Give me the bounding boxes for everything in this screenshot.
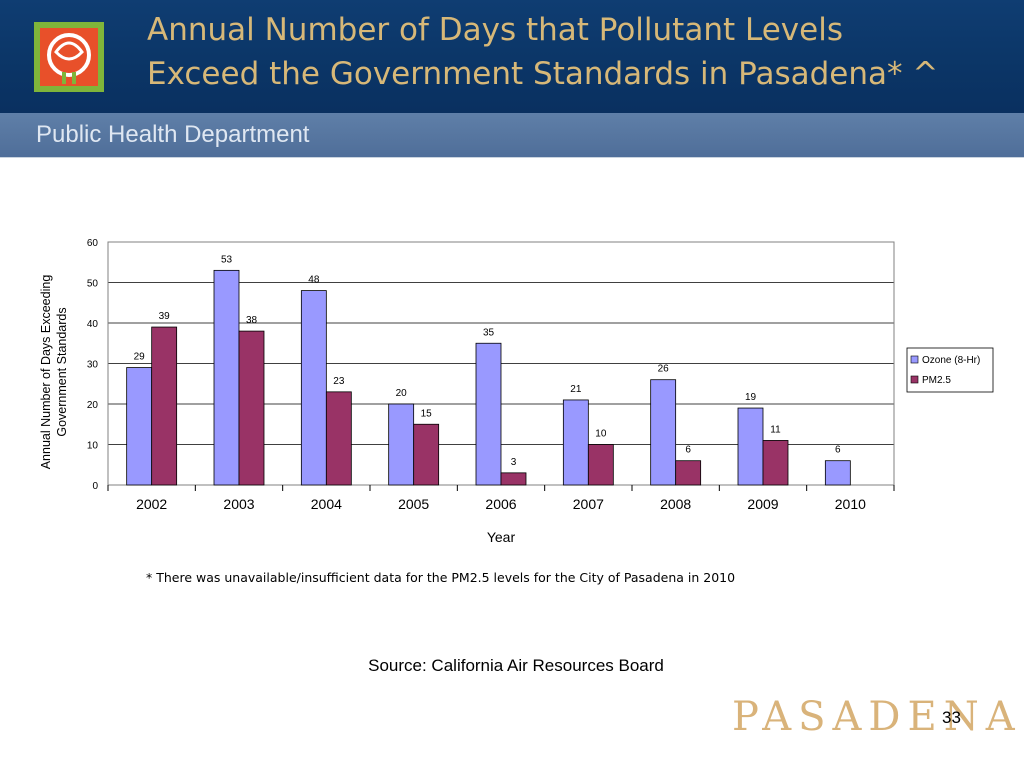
ozone-bar (126, 367, 153, 486)
title-line-1: Annual Number of Days that Pollutant Lev… (147, 12, 843, 48)
pm25-bar (675, 460, 702, 486)
data-label: 19 (745, 392, 757, 403)
ozone-bar (213, 269, 240, 486)
legend-swatch (910, 375, 919, 384)
data-label: 15 (421, 408, 433, 419)
x-tick-label: 2004 (311, 496, 342, 512)
y-axis-title-line-2: Government Standards (55, 307, 69, 436)
y-tick-label: 60 (87, 238, 99, 249)
x-tick-label: 2005 (398, 496, 429, 512)
data-label: 10 (595, 429, 607, 440)
page-number: 33 (942, 708, 961, 727)
data-label: 20 (396, 388, 408, 399)
data-label: 29 (134, 352, 146, 363)
y-tick-label: 10 (87, 441, 99, 452)
data-label: 23 (333, 376, 345, 387)
data-label: 6 (835, 445, 841, 456)
y-tick-label: 30 (87, 360, 99, 371)
y-tick-label: 20 (87, 400, 99, 411)
x-tick-label: 2003 (223, 496, 254, 512)
x-axis-title: Year (487, 529, 516, 545)
pm25-bar (500, 472, 527, 486)
ozone-bar (300, 290, 327, 486)
ozone-bar (650, 379, 677, 486)
data-label: 6 (685, 445, 691, 456)
department-subtitle: Public Health Department (36, 121, 310, 148)
data-label: 38 (246, 315, 258, 326)
rose-logo-icon (34, 22, 104, 92)
y-tick-label: 50 (87, 279, 99, 290)
y-axis-title-line-1: Annual Number of Days Exceeding (39, 275, 53, 470)
pm25-bar (238, 330, 265, 486)
pm25-bar (413, 423, 440, 486)
x-tick-label: 2010 (835, 496, 866, 512)
ozone-bar (562, 399, 589, 486)
pm25-bar (587, 444, 614, 486)
subtitle-bar (0, 113, 1024, 158)
legend-label: Ozone (8-Hr) (922, 355, 980, 366)
data-label: 35 (483, 327, 495, 338)
legend-swatch (910, 355, 919, 364)
x-tick-label: 2006 (485, 496, 516, 512)
ozone-bar (388, 403, 415, 486)
data-label: 39 (159, 311, 171, 322)
pm25-bar (762, 440, 789, 486)
pasadena-brand-logo: PASADENA (732, 694, 1022, 740)
data-label: 53 (221, 254, 233, 265)
bar-chart: 0 10 20 30 40 50 60 2002 29 39 2003 53 38 2004 48 23 200… (39, 238, 994, 545)
ozone-bar (475, 342, 502, 486)
legend-label: PM2.5 (922, 375, 951, 386)
y-tick-label: 0 (92, 481, 98, 492)
legend-box (906, 347, 994, 393)
data-label: 11 (770, 424, 781, 435)
data-label: 26 (658, 364, 670, 375)
ozone-bar (737, 407, 764, 486)
x-tick-label: 2007 (573, 496, 604, 512)
data-label: 3 (511, 457, 517, 468)
pm25-bar (325, 391, 352, 486)
title-line-2: Exceed the Government Standards in Pasad… (147, 56, 939, 92)
y-tick-label: 40 (87, 319, 99, 330)
x-tick-label: 2002 (136, 496, 167, 512)
x-tick-label: 2009 (747, 496, 778, 512)
pm25-bar (151, 326, 178, 486)
slide-title: Annual Number of Days that Pollutant Lev… (147, 8, 1007, 96)
source-text: Source: California Air Resources Board (368, 656, 664, 675)
header-bar (0, 0, 1024, 113)
data-label: 21 (570, 384, 582, 395)
ozone-bar (824, 460, 851, 486)
footnote: * There was unavailable/insufficient dat… (146, 570, 736, 585)
x-tick-label: 2008 (660, 496, 691, 512)
data-label: 48 (308, 275, 320, 286)
